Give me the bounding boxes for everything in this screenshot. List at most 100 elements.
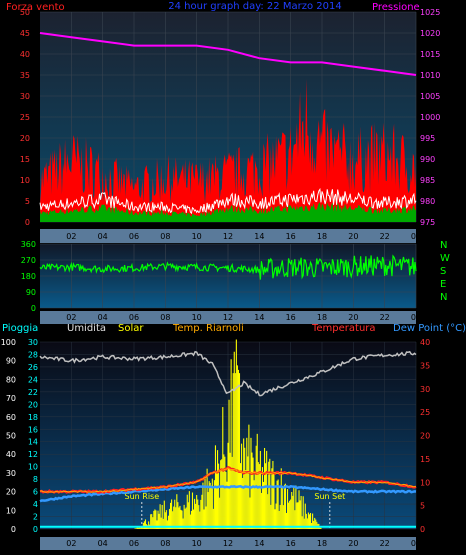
- y-left-tick: 0: [25, 218, 30, 227]
- y-left-tick: 50: [20, 8, 30, 17]
- y-rain-tick: 4: [33, 500, 38, 509]
- y-rain-tick: 8: [33, 475, 38, 484]
- x-axis-band: [40, 537, 416, 550]
- compass-label: N: [440, 292, 447, 303]
- x-tick: 10: [192, 539, 202, 548]
- y-humidity-tick: 50: [6, 432, 16, 441]
- x-tick: 00: [411, 232, 421, 241]
- y-right-tick: 1010: [420, 71, 440, 80]
- y-humidity-tick: 30: [6, 469, 16, 478]
- x-tick: 02: [66, 539, 76, 548]
- y-right-tick: 1015: [420, 50, 440, 59]
- x-tick: 22: [380, 313, 390, 322]
- y-right-tick: 985: [420, 176, 435, 185]
- y-rain-tick: 2: [33, 513, 38, 522]
- y-rain-tick: 10: [28, 463, 38, 472]
- x-tick: 02: [66, 313, 76, 322]
- y-temp-tick: 30: [420, 385, 430, 394]
- x-tick: 16: [286, 313, 296, 322]
- y-left-tick: 20: [20, 134, 30, 143]
- legend-umidita: Umidita: [67, 323, 106, 334]
- x-tick: 06: [129, 232, 139, 241]
- sun-set-label: Sun Set: [314, 492, 345, 501]
- y-humidity-tick: 80: [6, 375, 16, 384]
- legend-dew-point: Dew Point (°C): [393, 323, 466, 334]
- y-humidity-tick: 60: [6, 413, 16, 422]
- x-tick: 18: [317, 313, 327, 322]
- x-tick: 14: [254, 313, 264, 322]
- wind-direction-line: [39, 254, 417, 280]
- y-direction-tick: 360: [21, 240, 36, 249]
- y-right-tick: 1020: [420, 29, 440, 38]
- x-tick: 08: [160, 313, 170, 322]
- y-temp-tick: 5: [420, 502, 425, 511]
- y-left-tick: 15: [20, 155, 30, 164]
- y-temp-tick: 40: [420, 338, 430, 347]
- dew-point-line: [39, 484, 417, 503]
- y-left-tick: 40: [20, 50, 30, 59]
- y-humidity-tick: 100: [1, 338, 16, 347]
- x-tick: 10: [192, 313, 202, 322]
- y-right-tick: 1000: [420, 113, 440, 122]
- x-tick: 18: [317, 539, 327, 548]
- y-rain-tick: 28: [28, 350, 38, 359]
- x-tick: 02: [66, 232, 76, 241]
- x-tick: 06: [129, 313, 139, 322]
- y-left-tick: 45: [20, 29, 30, 38]
- compass-label: E: [440, 279, 446, 290]
- y-temp-tick: 25: [420, 408, 430, 417]
- x-tick: 04: [98, 313, 108, 322]
- x-tick: 22: [380, 539, 390, 548]
- y-rain-tick: 22: [28, 388, 38, 397]
- x-tick: 16: [286, 232, 296, 241]
- legend-temperatura: Temperatura: [311, 323, 376, 334]
- x-tick: 00: [411, 313, 421, 322]
- x-tick: 10: [192, 232, 202, 241]
- pressure-line: [39, 32, 417, 76]
- y-left-tick: 25: [20, 113, 30, 122]
- x-tick: 12: [223, 539, 233, 548]
- header-left: Forza vento: [6, 2, 65, 13]
- y-right-tick: 975: [420, 218, 435, 227]
- x-tick: 04: [98, 232, 108, 241]
- y-rain-tick: 30: [28, 338, 38, 347]
- y-left-tick: 35: [20, 71, 30, 80]
- y-direction-tick: 270: [21, 256, 36, 265]
- y-humidity-tick: 10: [6, 506, 16, 515]
- y-direction-tick: 180: [21, 272, 36, 281]
- wind-gust-series: [40, 78, 416, 223]
- y-rain-tick: 0: [33, 525, 38, 534]
- y-left-tick: 10: [20, 176, 30, 185]
- legend-pioggia: Pioggia: [2, 323, 38, 334]
- legend-temp-riarnoli: Temp. Riarnoli: [172, 323, 244, 334]
- header-title: 24 hour graph day: 22 Marzo 2014: [168, 1, 341, 12]
- y-rain-tick: 12: [28, 450, 38, 459]
- compass-label: N: [440, 240, 447, 251]
- x-axis-band: [40, 229, 416, 243]
- y-rain-tick: 26: [28, 363, 38, 372]
- y-rain-tick: 24: [28, 375, 38, 384]
- sun-rise-label: Sun Rise: [125, 492, 160, 501]
- y-right-tick: 990: [420, 155, 435, 164]
- y-direction-tick: 90: [26, 288, 36, 297]
- legend-solar: Solar: [118, 323, 144, 334]
- y-left-tick: 30: [20, 92, 30, 101]
- y-temp-tick: 15: [420, 455, 430, 464]
- y-humidity-tick: 90: [6, 357, 16, 366]
- x-tick: 20: [348, 232, 358, 241]
- wind-avg-line: [39, 187, 417, 215]
- y-right-tick: 980: [420, 197, 435, 206]
- y-humidity-tick: 20: [6, 488, 16, 497]
- y-right-tick: 995: [420, 134, 435, 143]
- x-tick: 14: [254, 232, 264, 241]
- y-temp-tick: 20: [420, 432, 430, 441]
- y-humidity-tick: 40: [6, 450, 16, 459]
- x-axis-band: [40, 311, 416, 324]
- x-tick: 08: [160, 232, 170, 241]
- x-tick: 08: [160, 539, 170, 548]
- x-tick: 18: [317, 232, 327, 241]
- wind-fill-series: [40, 202, 416, 222]
- y-rain-tick: 16: [28, 425, 38, 434]
- y-right-tick: 1005: [420, 92, 440, 101]
- humidity-line: [39, 350, 417, 397]
